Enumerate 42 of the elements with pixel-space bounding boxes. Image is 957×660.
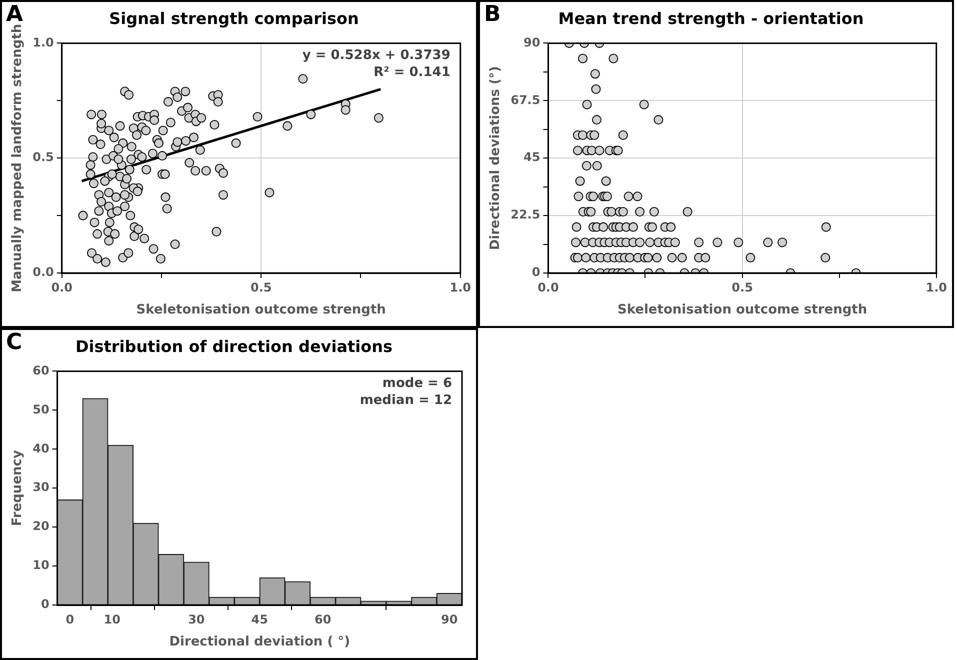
- x-tick-label: 45: [251, 612, 268, 626]
- x-axis-title: Skeletonisation outcome strength: [136, 302, 386, 318]
- y-axis-title: Manually mapped landform strength: [10, 24, 26, 292]
- x-tick-label: 30: [188, 612, 205, 626]
- chart-title: Distribution of direction deviations: [75, 336, 393, 356]
- annotation: R² = 0.141: [374, 65, 450, 80]
- x-tick-label: 1.0: [450, 280, 472, 294]
- y-tick-label: 45: [524, 150, 540, 164]
- y-tick-label: 50: [32, 402, 50, 416]
- y-tick-label: 22.5: [510, 208, 540, 222]
- y-tick-label: 0: [40, 597, 50, 612]
- x-tick-label: 0.5: [250, 280, 272, 294]
- y-tick-label: 0.5: [32, 150, 54, 164]
- x-tick-label: 1.0: [926, 280, 948, 294]
- x-tick-label: 10: [104, 612, 120, 626]
- y-tick-label: 20: [32, 519, 50, 534]
- text: B: [484, 2, 501, 27]
- x-tick-label: 0.0: [51, 280, 72, 294]
- annotation: mode = 6: [382, 376, 452, 392]
- y-axis-title: Directional deviations (°): [488, 66, 504, 250]
- x-tick-label: 60: [314, 612, 332, 626]
- x-axis-title: Directional deviation ( °): [169, 634, 350, 650]
- y-tick-label: 0: [532, 265, 540, 280]
- y-tick-label: 30: [32, 480, 50, 494]
- y-tick-label: 0.0: [32, 265, 54, 280]
- annotation: y = 0.528x + 0.3739: [302, 48, 450, 64]
- y-tick-label: 40: [32, 441, 50, 456]
- annotation: median = 12: [360, 393, 452, 408]
- text: C: [6, 330, 22, 355]
- x-tick-label: 0.5: [732, 280, 753, 294]
- y-tick-label: 60: [32, 363, 50, 378]
- y-tick-label: 1.0: [32, 35, 54, 50]
- x-axis-title: Skeletonisation outcome strength: [617, 302, 868, 318]
- x-tick-label: 0: [66, 612, 74, 626]
- chart-title: Signal strength comparison: [109, 8, 359, 28]
- y-tick-label: 10: [32, 558, 50, 572]
- y-tick-label: 67.5: [510, 92, 540, 107]
- y-tick-label: 90: [524, 35, 540, 50]
- x-tick-label: 0.0: [538, 280, 559, 294]
- y-axis-title: Frequency: [10, 450, 26, 526]
- chart-title: Mean trend strength - orientation: [558, 8, 864, 28]
- x-tick-label: 90: [441, 612, 458, 626]
